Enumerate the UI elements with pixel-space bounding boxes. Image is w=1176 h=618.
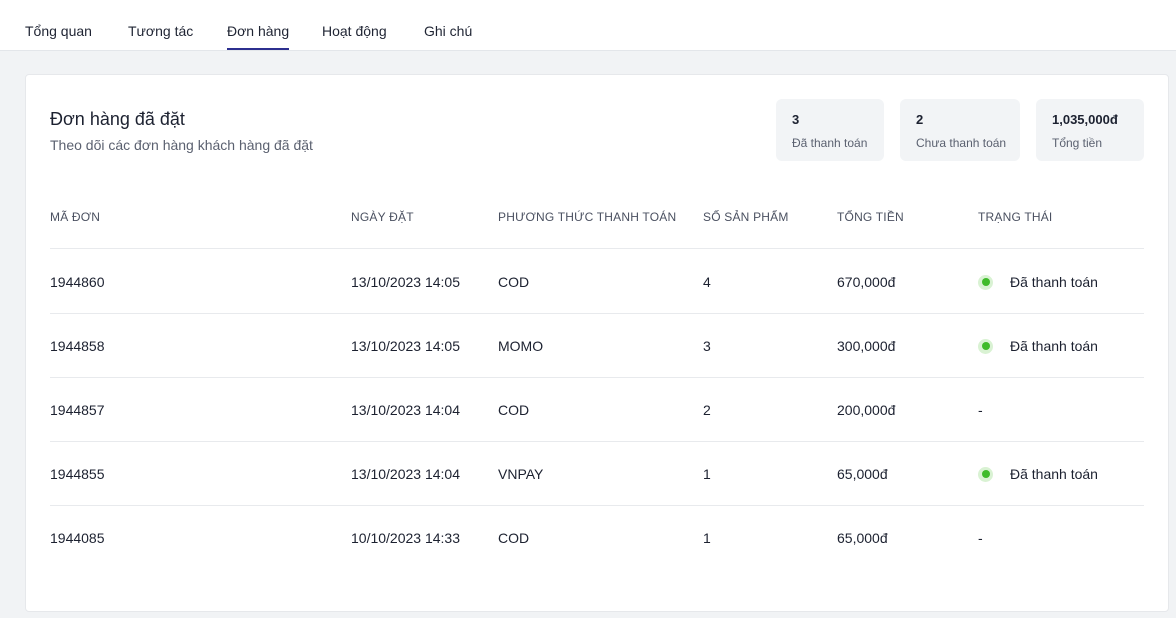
cell-total: 65,000đ — [837, 466, 888, 482]
cell-status: Đã thanh toán — [978, 274, 1098, 290]
cell-item-count: 3 — [703, 338, 711, 354]
tab-overview[interactable]: Tổng quan — [25, 23, 92, 39]
stat-label: Đã thanh toán — [792, 136, 868, 150]
card-title: Đơn hàng đã đặt — [50, 109, 185, 129]
cell-order-id: 1944855 — [50, 466, 105, 482]
cell-order-id: 1944857 — [50, 402, 105, 418]
status-dot-icon — [978, 466, 993, 482]
status-text: - — [978, 530, 983, 546]
orders-card: Đơn hàng đã đặt Theo dõi các đơn hàng kh… — [25, 74, 1169, 612]
cell-payment-method: COD — [498, 274, 530, 290]
stat-total: 1,035,000đ Tổng tiền — [1036, 99, 1144, 161]
cell-order-date: 13/10/2023 14:04 — [351, 466, 460, 482]
cell-order-date: 13/10/2023 14:05 — [351, 274, 460, 290]
cell-total: 300,000đ — [837, 338, 896, 354]
table-row[interactable]: 1944857 13/10/2023 14:04 COD 2 200,000đ - — [50, 378, 1144, 442]
card-subtitle: Theo dõi các đơn hàng khách hàng đã đặt — [50, 137, 313, 153]
column-header-total[interactable]: TỔNG TIỀN — [837, 210, 904, 224]
column-header-payment-method[interactable]: PHƯƠNG THỨC THANH TOÁN — [498, 210, 677, 224]
cell-payment-method: VNPAY — [498, 466, 544, 482]
stat-value: 2 — [916, 112, 924, 127]
column-header-order-id[interactable]: MÃ ĐƠN — [50, 210, 101, 224]
tab-interactions[interactable]: Tương tác — [128, 23, 194, 39]
cell-order-id: 1944860 — [50, 274, 105, 290]
tab-activity[interactable]: Hoạt động — [322, 23, 387, 39]
tab-bar: Tổng quan Tương tác Đơn hàng Hoạt động G… — [0, 0, 1176, 51]
stat-unpaid: 2 Chưa thanh toán — [900, 99, 1020, 161]
cell-item-count: 1 — [703, 466, 711, 482]
stat-value: 3 — [792, 112, 800, 127]
stat-value: 1,035,000đ — [1052, 112, 1118, 127]
cell-total: 670,000đ — [837, 274, 896, 290]
table-row[interactable]: 1944855 13/10/2023 14:04 VNPAY 1 65,000đ Đã t… — [50, 442, 1144, 506]
cell-item-count: 1 — [703, 530, 711, 546]
column-header-order-date[interactable]: NGÀY ĐẶT — [351, 210, 414, 224]
cell-order-id: 1944085 — [50, 530, 105, 546]
cell-status: Đã thanh toán — [978, 466, 1098, 482]
tab-notes[interactable]: Ghi chú — [424, 23, 473, 39]
cell-status: - — [978, 530, 983, 546]
tab-orders[interactable]: Đơn hàng — [227, 23, 290, 50]
status-text: Đã thanh toán — [1010, 338, 1098, 354]
status-dot-icon — [978, 338, 993, 354]
cell-item-count: 4 — [703, 274, 711, 290]
table-row[interactable]: 1944085 10/10/2023 14:33 COD 1 65,000đ - — [50, 506, 1144, 570]
table-header: MÃ ĐƠN NGÀY ĐẶT PHƯƠNG THỨC THANH TOÁN S… — [50, 185, 1144, 249]
cell-order-date: 10/10/2023 14:33 — [351, 530, 460, 546]
cell-order-id: 1944858 — [50, 338, 105, 354]
cell-payment-method: MOMO — [498, 338, 544, 354]
cell-status: - — [978, 402, 983, 418]
cell-order-date: 13/10/2023 14:04 — [351, 402, 460, 418]
cell-status: Đã thanh toán — [978, 338, 1098, 354]
column-header-status[interactable]: TRẠNG THÁI — [978, 210, 1053, 224]
cell-total: 200,000đ — [837, 402, 896, 418]
status-text: - — [978, 402, 983, 418]
stat-label: Tổng tiền — [1052, 136, 1103, 150]
cell-payment-method: COD — [498, 402, 530, 418]
table-row[interactable]: 1944860 13/10/2023 14:05 COD 4 670,000đ Đã th… — [50, 250, 1144, 314]
status-dot-icon — [978, 274, 993, 290]
column-header-item-count[interactable]: SỐ SẢN PHẨM — [703, 210, 789, 224]
stat-paid: 3 Đã thanh toán — [776, 99, 884, 161]
cell-total: 65,000đ — [837, 530, 888, 546]
table-row[interactable]: 1944858 13/10/2023 14:05 MOMO 3 300,000đ Đã t… — [50, 314, 1144, 378]
status-text: Đã thanh toán — [1010, 466, 1098, 482]
status-text: Đã thanh toán — [1010, 274, 1098, 290]
stat-label: Chưa thanh toán — [916, 136, 1007, 150]
cell-item-count: 2 — [703, 402, 711, 418]
cell-payment-method: COD — [498, 530, 530, 546]
cell-order-date: 13/10/2023 14:05 — [351, 338, 460, 354]
